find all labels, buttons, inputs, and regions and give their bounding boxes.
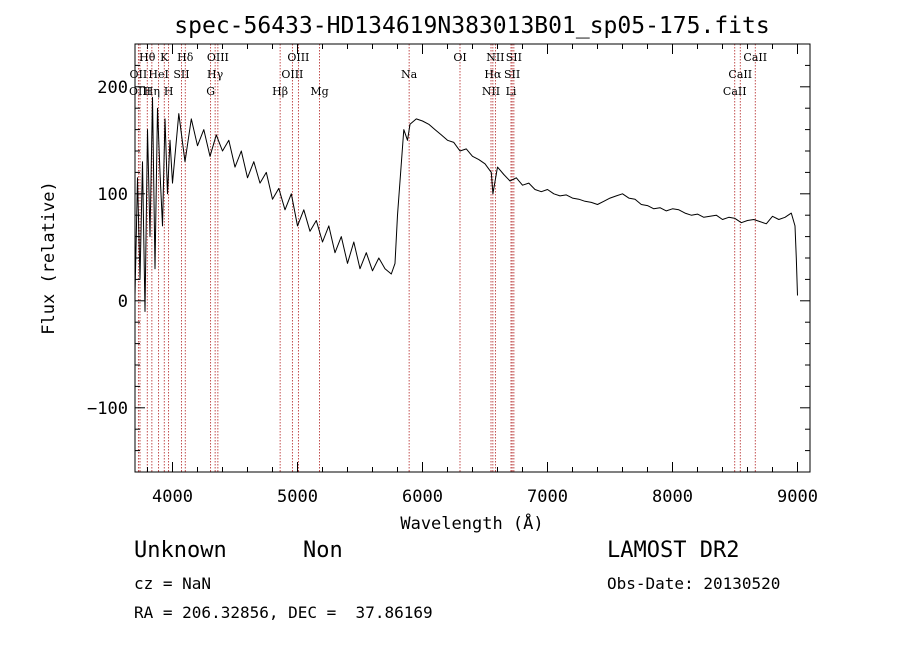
line-label: H: [164, 85, 174, 98]
object-class: Unknown: [134, 538, 227, 563]
line-label: Hη: [144, 85, 160, 98]
line-label: OIII: [129, 85, 151, 98]
spectral-line-markers: [137, 44, 756, 472]
line-label: SII: [504, 68, 520, 81]
line-label: Hβ: [272, 85, 288, 98]
x-tick-label: 4000: [152, 487, 193, 507]
y-tick-label: 100: [97, 185, 128, 205]
redshift-cz: cz = NaN: [134, 574, 212, 593]
line-label: Hθ: [139, 51, 156, 64]
x-tick-labels: 4000 5000 6000 7000 8000 9000: [152, 487, 818, 507]
line-label: Hδ: [177, 51, 194, 64]
line-label: Mg: [310, 85, 328, 98]
survey-name: LAMOST DR2: [607, 538, 740, 563]
line-label: OIII: [281, 68, 303, 81]
line-label: K: [160, 51, 169, 64]
spectrum-line: [134, 97, 798, 312]
plot-frame: [134, 43, 811, 473]
x-tick-label: 7000: [527, 487, 568, 507]
line-label: CaII: [723, 85, 747, 98]
line-label: NII: [486, 51, 504, 64]
line-label: OII: [130, 68, 148, 81]
x-tick-label: 5000: [277, 487, 318, 507]
line-label: Hγ: [207, 68, 224, 81]
line-label: NII: [482, 85, 500, 98]
line-label: OIII: [287, 51, 309, 64]
line-label: Li: [506, 85, 517, 98]
chart-title: spec-56433-HD134619N383013B01_sp05-175.f…: [174, 13, 769, 39]
axis-ticks: [135, 43, 810, 472]
coordinates: RA = 206.32856, DEC = 37.86169: [134, 603, 433, 622]
observation-date: Obs-Date: 20130520: [607, 574, 781, 593]
x-tick-label: 9000: [777, 487, 818, 507]
object-subclass: Non: [303, 538, 343, 563]
y-tick-label: 0: [118, 292, 128, 312]
line-label: CaII: [728, 68, 752, 81]
line-label: G: [206, 85, 215, 98]
y-axis-label: Flux (relative): [39, 181, 59, 335]
x-tick-label: 6000: [402, 487, 443, 507]
line-label: OIII: [207, 51, 229, 64]
y-tick-label: −100: [87, 399, 128, 419]
line-label: SII: [173, 68, 189, 81]
line-label: HeI: [148, 68, 168, 81]
y-tick-label: 200: [97, 78, 128, 98]
spectrum-series: [134, 97, 798, 312]
x-axis-label: Wavelength (Å): [400, 512, 543, 534]
y-tick-labels: −100 0 100 200: [87, 78, 128, 419]
line-label: SII: [506, 51, 522, 64]
line-label: OI: [453, 51, 466, 64]
line-label: Hα: [484, 68, 502, 81]
line-label: Na: [401, 68, 418, 81]
line-label: CaII: [743, 51, 767, 64]
x-tick-label: 8000: [652, 487, 693, 507]
